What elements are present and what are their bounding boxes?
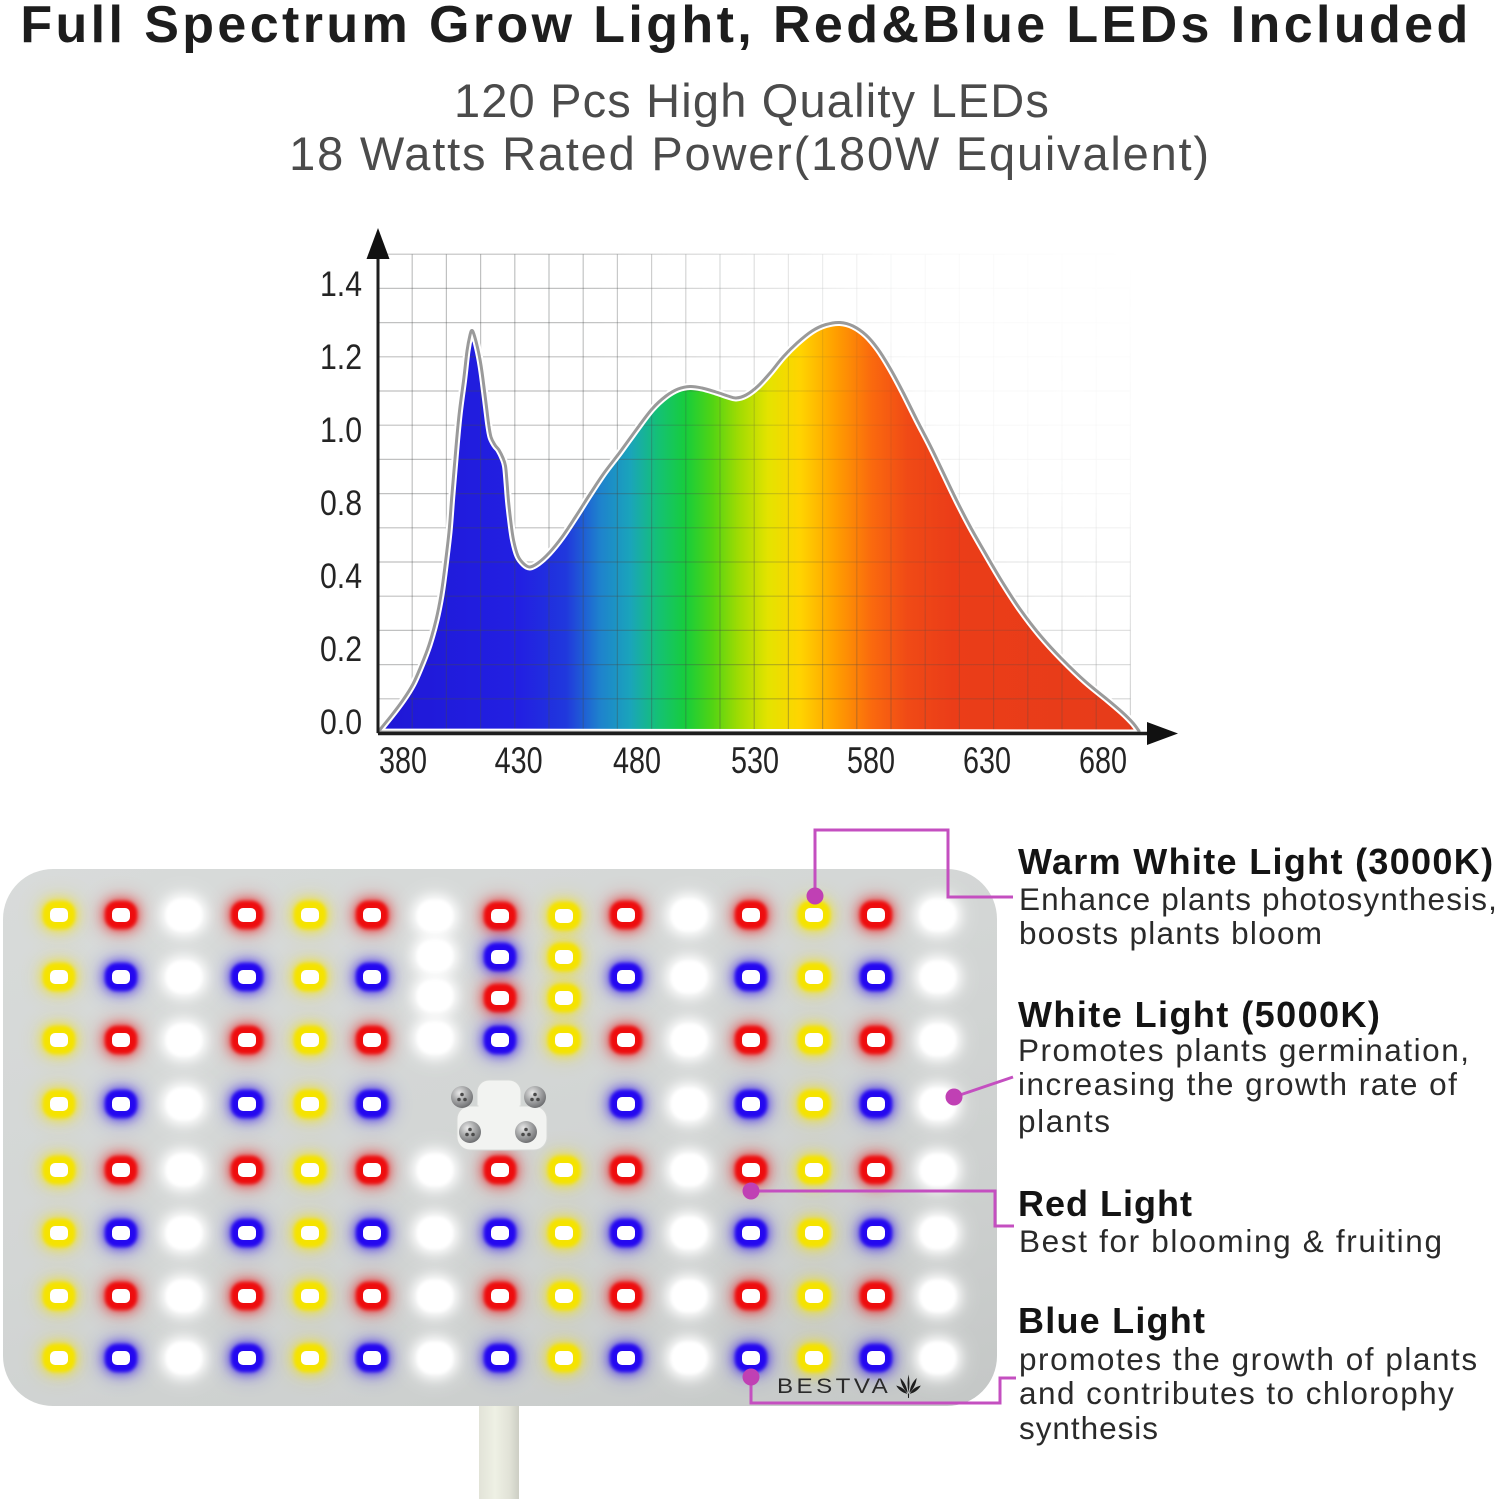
- svg-text:0.4: 0.4: [320, 557, 362, 596]
- svg-text:430: 430: [495, 740, 543, 781]
- svg-text:680: 680: [1079, 740, 1127, 781]
- svg-text:1.2: 1.2: [320, 338, 362, 377]
- svg-text:580: 580: [847, 740, 895, 781]
- svg-text:380: 380: [379, 740, 427, 781]
- svg-text:0.8: 0.8: [320, 484, 362, 523]
- svg-text:530: 530: [731, 740, 779, 781]
- svg-text:0.0: 0.0: [320, 703, 362, 742]
- svg-text:480: 480: [613, 740, 661, 781]
- svg-text:630: 630: [963, 740, 1011, 781]
- svg-text:1.0: 1.0: [320, 411, 362, 450]
- svg-text:1.4: 1.4: [320, 265, 362, 304]
- svg-text:0.2: 0.2: [320, 630, 362, 669]
